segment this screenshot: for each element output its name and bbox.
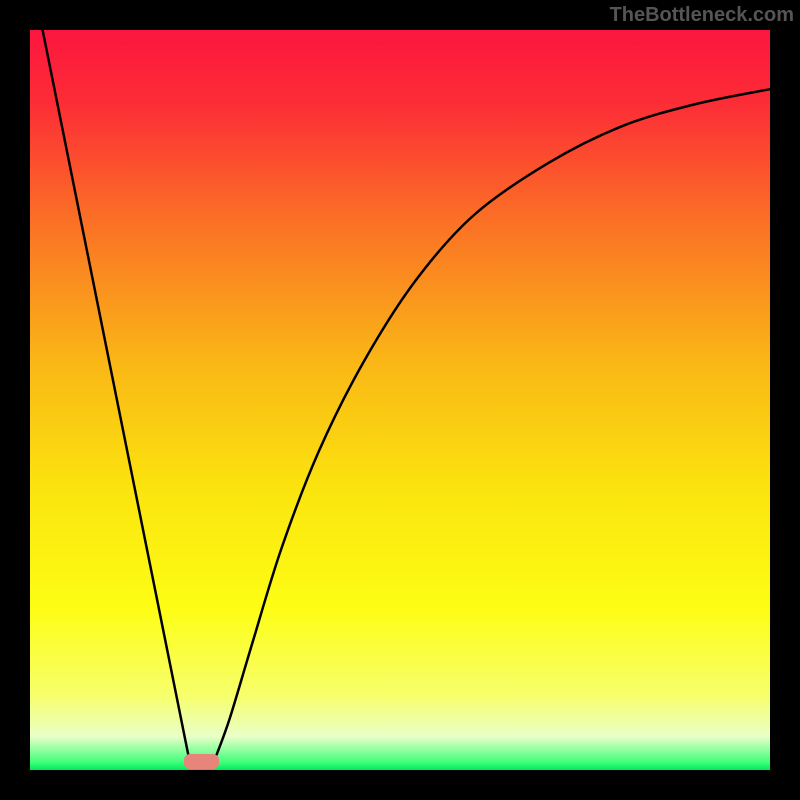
plot-area bbox=[30, 30, 770, 770]
plot-gradient-background bbox=[30, 30, 770, 770]
watermark-text: TheBottleneck.com bbox=[610, 4, 794, 27]
chart-container: TheBottleneck.com bbox=[0, 0, 800, 800]
